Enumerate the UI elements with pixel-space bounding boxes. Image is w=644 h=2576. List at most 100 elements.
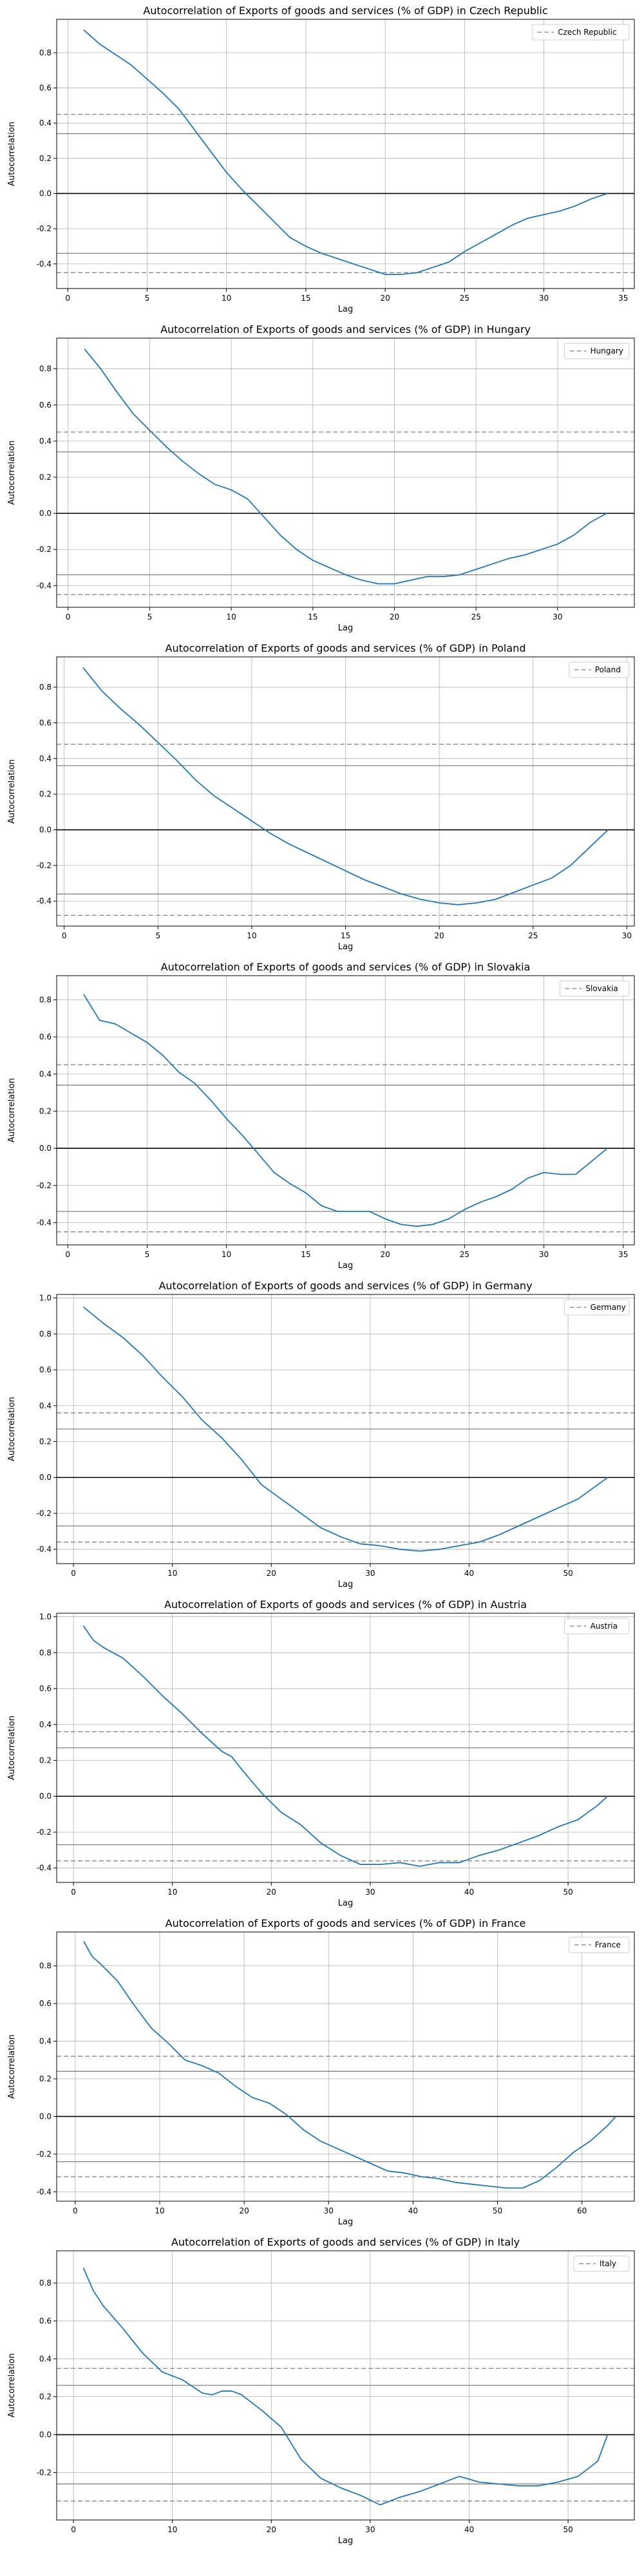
series-line: [82, 667, 609, 905]
subplot-6: Autocorrelation of Exports of goods and …: [7, 1917, 635, 2227]
y-tick-label: -0.2: [37, 1181, 52, 1190]
y-tick-label: 0.6: [39, 84, 52, 93]
y-tick-label: 0.8: [39, 995, 52, 1004]
y-tick-label: 0.2: [39, 473, 52, 482]
series-line: [83, 29, 608, 276]
x-tick-label: 25: [528, 931, 538, 940]
subplot-1: Autocorrelation of Exports of goods and …: [7, 323, 635, 633]
y-tick-label: -0.4: [37, 1218, 52, 1227]
y-tick-label: 0.0: [39, 509, 52, 518]
y-tick-label: -0.2: [37, 1509, 52, 1518]
y-tick-label: 0.0: [39, 1792, 52, 1801]
legend-box: [564, 343, 630, 359]
x-tick-label: 5: [155, 931, 160, 940]
subplot-2: Autocorrelation of Exports of goods and …: [7, 642, 635, 952]
chart-title: Autocorrelation of Exports of goods and …: [143, 5, 547, 17]
legend-label: France: [595, 1940, 621, 1949]
chart-title: Autocorrelation of Exports of goods and …: [171, 2236, 520, 2248]
x-tick-label: 20: [380, 294, 390, 303]
y-tick-label: -0.2: [37, 861, 52, 870]
y-tick-label: 0.0: [39, 1144, 52, 1153]
chart-title: Autocorrelation of Exports of goods and …: [160, 323, 531, 336]
legend-box: [564, 1618, 630, 1634]
y-tick-label: 0.8: [39, 1962, 52, 1971]
y-tick-label: 0.4: [39, 1401, 52, 1410]
axes-frame: [56, 1294, 635, 1564]
subplot-4: Autocorrelation of Exports of goods and …: [7, 1280, 635, 1589]
y-tick-label: 0.2: [39, 790, 52, 799]
x-tick-label: 15: [301, 1250, 310, 1259]
chart-title: Autocorrelation of Exports of goods and …: [164, 1598, 527, 1611]
x-tick-label: 50: [563, 2525, 573, 2534]
x-tick-label: 25: [460, 294, 469, 303]
x-tick-label: 20: [390, 612, 399, 621]
legend-label: Slovakia: [585, 984, 618, 993]
x-tick-label: 30: [365, 1569, 375, 1578]
y-tick-label: -0.2: [37, 545, 52, 554]
x-tick-label: 40: [464, 1569, 474, 1578]
x-tick-label: 0: [71, 1569, 76, 1578]
legend-box: [569, 661, 630, 678]
y-tick-label: 0.6: [39, 1365, 52, 1374]
y-tick-label: 0.0: [39, 2112, 52, 2121]
x-tick-label: 35: [618, 1250, 628, 1259]
y-tick-label: -0.4: [37, 260, 52, 269]
y-tick-label: -0.2: [37, 224, 52, 233]
x-tick-label: 15: [341, 931, 350, 940]
x-tick-label: 50: [563, 1569, 573, 1578]
x-axis-label: Lag: [338, 2536, 353, 2546]
y-tick-label: 0.0: [39, 1473, 52, 1482]
subplot-7: Autocorrelation of Exports of goods and …: [7, 2236, 635, 2546]
x-tick-label: 50: [563, 1888, 573, 1897]
y-tick-label: 0.8: [39, 683, 52, 692]
subplot-3: Autocorrelation of Exports of goods and …: [7, 961, 635, 1271]
series-line: [82, 1625, 609, 1867]
x-tick-label: 35: [618, 294, 628, 303]
x-tick-label: 10: [222, 1250, 231, 1259]
x-tick-label: 30: [365, 1888, 375, 1897]
axes-frame: [56, 337, 635, 608]
legend-box: [564, 1299, 630, 1316]
y-tick-label: 0.6: [39, 1999, 52, 2008]
legend-box: [559, 980, 630, 997]
x-tick-label: 25: [471, 612, 481, 621]
y-tick-label: 0.2: [39, 2074, 52, 2083]
y-axis-label: Autocorrelation: [7, 759, 17, 824]
y-tick-label: 0.6: [39, 401, 52, 410]
series-line: [82, 1306, 609, 1552]
y-tick-label: -0.2: [37, 2468, 52, 2477]
subplot-5: Autocorrelation of Exports of goods and …: [7, 1598, 635, 1908]
y-tick-label: 0.2: [39, 154, 52, 163]
x-tick-label: 25: [460, 1250, 469, 1259]
x-tick-label: 30: [622, 931, 632, 940]
x-tick-label: 10: [222, 294, 231, 303]
y-tick-label: -0.2: [37, 2150, 52, 2159]
y-axis-label: Autocorrelation: [7, 2353, 17, 2418]
x-tick-label: 15: [308, 612, 317, 621]
chart-title: Autocorrelation of Exports of goods and …: [166, 1917, 526, 1929]
axes-frame: [56, 1931, 635, 2202]
series-line: [83, 1941, 616, 2189]
x-tick-label: 30: [324, 2206, 334, 2215]
y-tick-label: 0.4: [39, 754, 52, 763]
x-tick-label: 5: [145, 294, 150, 303]
y-tick-label: -0.4: [37, 896, 52, 905]
x-tick-label: 0: [71, 2525, 76, 2534]
x-tick-label: 20: [267, 1888, 276, 1897]
x-tick-label: 10: [226, 612, 236, 621]
x-axis-label: Lag: [338, 305, 353, 314]
x-tick-label: 30: [539, 294, 549, 303]
legend-label: Poland: [595, 665, 621, 674]
x-tick-label: 20: [267, 1569, 276, 1578]
y-tick-label: 1.0: [39, 1294, 52, 1303]
y-tick-label: 0.6: [39, 2316, 52, 2325]
legend-box: [531, 24, 630, 41]
axes-frame: [56, 975, 635, 1245]
x-tick-label: 40: [464, 2525, 474, 2534]
axes-frame: [56, 1613, 635, 1883]
y-axis-label: Autocorrelation: [7, 1078, 17, 1142]
x-tick-label: 30: [365, 2525, 375, 2534]
y-tick-label: 0.2: [39, 1437, 52, 1446]
y-tick-label: 0.4: [39, 1720, 52, 1729]
